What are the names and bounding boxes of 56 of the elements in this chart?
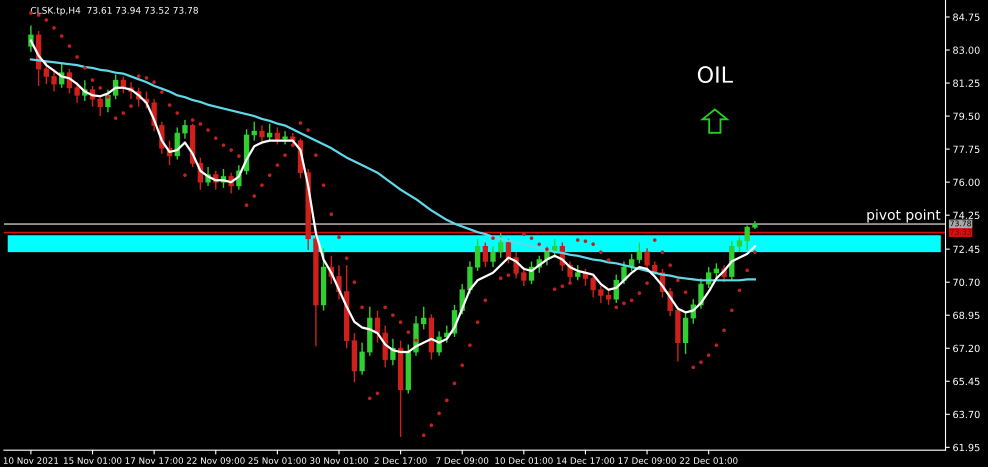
x-tick-label: 22 Dec 01:00	[680, 457, 738, 464]
candlestick	[714, 262, 720, 280]
candlestick	[482, 242, 488, 268]
candlestick	[575, 264, 580, 281]
x-tick-label: 7 Dec 09:00	[436, 457, 488, 464]
y-tick-label: 81.25	[953, 80, 980, 87]
candlestick	[636, 242, 642, 264]
y-tick-label: 65.45	[953, 378, 980, 386]
candlestick	[359, 342, 365, 376]
y-tick-label: 84.75	[953, 13, 980, 21]
candlestick	[274, 126, 280, 146]
x-tick-label: 17 Dec 09:00	[618, 457, 676, 464]
candlestick	[598, 285, 604, 304]
y-tick-label: 67.20	[953, 344, 980, 352]
candlestick	[174, 126, 180, 160]
y-tick-label: 79.50	[953, 112, 980, 120]
y-tick-label: 74.25	[953, 212, 980, 220]
y-tick-label: 68.95	[953, 312, 980, 320]
x-tick-label: 10 Dec 01:00	[495, 457, 553, 464]
y-tick-label: 72.45	[953, 246, 980, 253]
candlestick	[474, 238, 480, 272]
y-tick-label: 61.95	[953, 444, 980, 452]
candlestick	[267, 122, 272, 142]
candlestick	[182, 119, 188, 140]
y-tick-label: 63.70	[953, 410, 980, 418]
y-tick-label: 77.75	[953, 146, 980, 153]
x-tick-label: 25 Nov 01:00	[248, 457, 306, 464]
candlestick	[606, 289, 612, 306]
x-tick-label: 15 Nov 01:00	[64, 457, 122, 464]
candlestick	[259, 124, 265, 146]
candlestick	[252, 121, 257, 142]
candlestick	[521, 266, 526, 287]
candlestick	[51, 68, 57, 92]
candlestick	[744, 224, 750, 251]
text: CLSK.tp,H4 73.61 73.94 73.52 73.78	[30, 6, 198, 16]
y-tick-label: 70.70	[953, 278, 980, 286]
candlestick	[44, 60, 49, 85]
candlestick	[590, 274, 596, 298]
candlestick	[736, 236, 742, 253]
annotation: pivot point	[867, 209, 940, 223]
x-tick-label: 14 Dec 17:00	[556, 457, 614, 464]
y-tick-label: 76.00	[953, 178, 980, 186]
x-tick-label: 2 Dec 17:00	[374, 457, 427, 464]
x-tick-label: 17 Nov 17:00	[126, 457, 184, 464]
candlestick	[282, 130, 288, 146]
candlestick	[490, 246, 496, 268]
candlestick	[74, 81, 80, 104]
y-tick-label: 83.00	[953, 46, 980, 54]
candlestick	[498, 232, 504, 258]
x-tick-label: 30 Nov 01:00	[310, 457, 368, 464]
x-tick-label: 22 Nov 09:00	[186, 457, 245, 464]
candlestick	[506, 238, 512, 264]
candlestick	[421, 306, 426, 330]
annotation: OIL	[698, 66, 733, 83]
x-tick-label: 10 Nov 2021	[4, 457, 58, 464]
candlestick	[98, 94, 103, 117]
